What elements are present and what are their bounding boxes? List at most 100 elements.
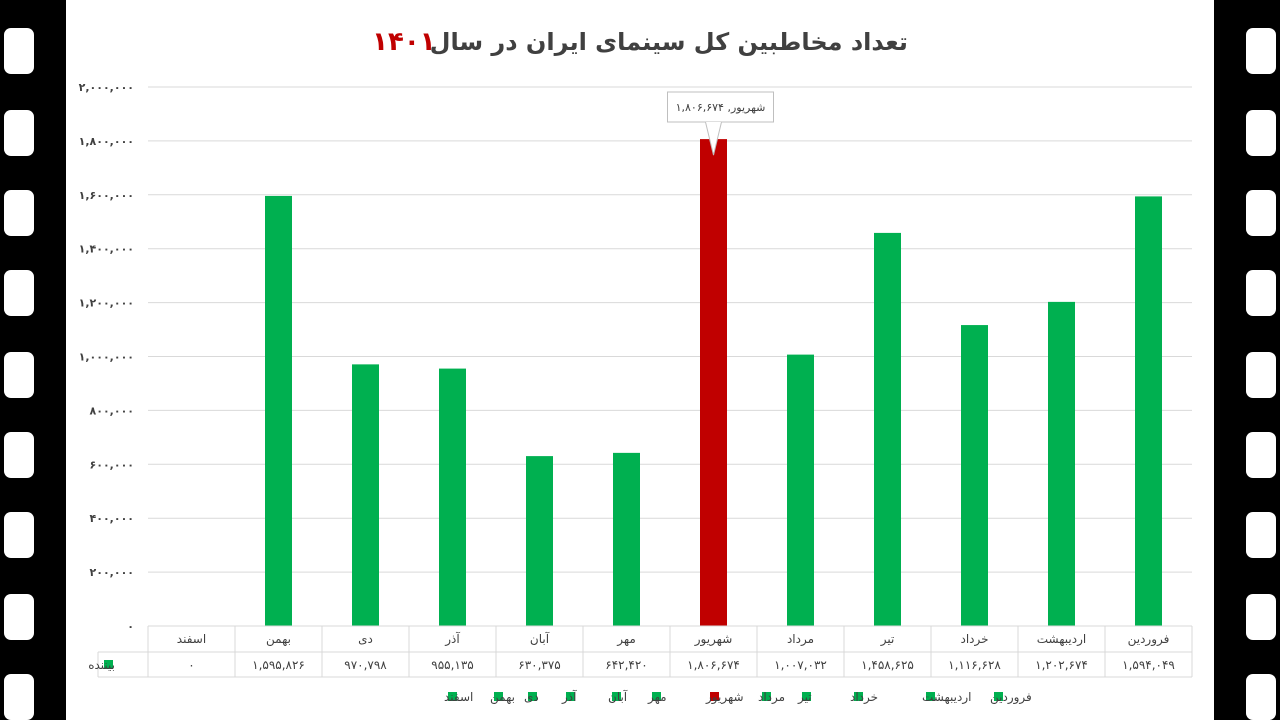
- bar-3: [961, 325, 988, 626]
- film-hole: [4, 270, 34, 316]
- category-label: اسفند: [177, 632, 206, 646]
- film-hole: [4, 352, 34, 398]
- film-hole: [4, 190, 34, 236]
- legend-swatch: [652, 692, 661, 701]
- legend-label: شهریور: [705, 690, 744, 705]
- value-label: ۱,۴۵۸,۶۲۵: [861, 658, 914, 672]
- legend-label: مرداد: [758, 690, 785, 705]
- y-tick-label: ۶۰۰,۰۰۰: [90, 458, 134, 471]
- data-table: فروردین ۱,۵۹۴,۰۴۹ اردیبهشت ۱,۲۰۲,۶۷۴ خرداد ۱,…: [88, 625, 1193, 678]
- value-label: ۱,۸۰۶,۶۷۴: [687, 658, 740, 672]
- value-label: ۱,۲۰۲,۶۷۴: [1035, 658, 1088, 672]
- value-label: ۶۳۰,۳۷۵: [518, 658, 561, 672]
- legend-swatch: [612, 692, 621, 701]
- legend-label: بهمن: [490, 690, 515, 705]
- bars: [265, 139, 1162, 626]
- legend-label: مهر: [647, 690, 667, 705]
- film-hole: [1246, 432, 1276, 478]
- bar-11: [265, 195, 292, 626]
- y-tick-label: ۱,۴۰۰,۰۰۰: [79, 243, 134, 256]
- film-hole: [1246, 512, 1276, 558]
- value-label: ۱,۵۹۴,۰۴۹: [1122, 658, 1175, 672]
- category-label: بهمن: [266, 632, 291, 647]
- bar-6: [700, 139, 727, 626]
- y-tick-label: ۱,۰۰۰,۰۰۰: [79, 351, 134, 364]
- value-label: ۹۷۰,۷۹۸: [344, 658, 387, 672]
- legend-label: خرداد: [850, 690, 878, 705]
- film-strip-right: [1214, 0, 1280, 720]
- bar-8: [526, 456, 553, 626]
- bar-10: [352, 364, 379, 626]
- legend-label: اردیبهشت: [922, 690, 971, 705]
- legend-swatch: [528, 692, 537, 701]
- bar-2: [1048, 301, 1075, 626]
- value-label: ۱,۱۱۶,۶۲۸: [948, 658, 1001, 672]
- chart-panel: تعداد مخاطبین کل سینمای ایران در سال۱۴۰۱…: [66, 0, 1214, 720]
- legend-swatch: [762, 692, 771, 701]
- film-hole: [1246, 594, 1276, 640]
- film-hole: [1246, 110, 1276, 156]
- legend-label: اسفند: [444, 690, 473, 704]
- category-label: آبان: [530, 631, 550, 646]
- film-hole: [4, 432, 34, 478]
- film-hole: [4, 28, 34, 74]
- film-hole: [4, 674, 34, 720]
- legend: فروردین اردیبهشت خرداد تیر مرداد شهریور مهر آبا…: [444, 689, 1032, 705]
- legend-label: فروردین: [990, 690, 1032, 705]
- category-label: مرداد: [787, 632, 814, 647]
- category-label: دی: [358, 632, 373, 646]
- value-label: ۱,۰۰۷,۰۳۲: [774, 658, 827, 672]
- legend-label: آذر: [561, 689, 577, 705]
- legend-swatch: [994, 692, 1003, 701]
- category-label: فروردین: [1128, 632, 1170, 647]
- legend-swatch: [710, 692, 719, 701]
- legend-swatch: [854, 692, 863, 701]
- y-tick-label: ۱,۲۰۰,۰۰۰: [79, 297, 134, 310]
- film-hole: [4, 594, 34, 640]
- callout-box: [667, 91, 774, 123]
- value-label: ۶۴۲,۴۲۰: [605, 658, 648, 672]
- chart-title-text: تعداد مخاطبین کل سینمای ایران در سال: [430, 28, 908, 56]
- chart: تعداد مخاطبین کل سینمای ایران در سال۱۴۰۱…: [79, 27, 1193, 705]
- chart-title: تعداد مخاطبین کل سینمای ایران در سال۱۴۰۱: [372, 27, 908, 57]
- bar-5: [787, 354, 814, 626]
- y-tick-label: ۸۰۰,۰۰۰: [90, 404, 134, 417]
- legend-swatch: [494, 692, 503, 701]
- bar-4: [874, 232, 901, 626]
- callout-label: شهریور, ۱,۸۰۶,۶۷۴: [676, 101, 766, 114]
- y-axis: ۰ ۲۰۰,۰۰۰ ۴۰۰,۰۰۰ ۶۰۰,۰۰۰ ۸۰۰,۰۰۰ ۱,۰۰۰,۰۰۰ ۱,…: [79, 81, 134, 633]
- film-hole: [1246, 190, 1276, 236]
- category-label: اردیبهشت: [1037, 632, 1086, 647]
- series-key: [104, 660, 113, 669]
- value-label: ۰: [188, 658, 194, 672]
- data-callout: شهریور, ۱,۸۰۶,۶۷۴: [667, 91, 774, 156]
- y-tick-label: ۴۰۰,۰۰۰: [90, 512, 134, 525]
- legend-label: دی: [524, 690, 539, 704]
- legend-swatch: [448, 692, 457, 701]
- y-tick-label: ۱,۸۰۰,۰۰۰: [79, 135, 134, 148]
- chart-title-year: ۱۴۰۱: [372, 27, 435, 57]
- y-tick-label: ۰: [127, 620, 134, 633]
- legend-swatch: [802, 692, 811, 701]
- value-label: ۹۵۵,۱۳۵: [431, 658, 474, 672]
- category-label: تیر: [880, 632, 895, 647]
- category-label: مهر: [616, 632, 636, 647]
- film-hole: [1246, 28, 1276, 74]
- legend-label: آبان: [608, 689, 628, 704]
- legend-swatch: [566, 692, 575, 701]
- category-label: آذر: [444, 631, 460, 647]
- film-strip-left: [0, 0, 66, 720]
- y-tick-label: ۲,۰۰۰,۰۰۰: [79, 81, 134, 94]
- y-tick-label: ۲۰۰,۰۰۰: [90, 566, 134, 579]
- bar-7: [613, 452, 640, 626]
- value-label: ۱,۵۹۵,۸۲۶: [252, 658, 305, 672]
- y-tick-label: ۱,۶۰۰,۰۰۰: [79, 189, 134, 202]
- category-label: شهریور: [694, 632, 733, 647]
- callout-tail: [705, 121, 722, 156]
- film-hole: [4, 110, 34, 156]
- gridlines: [148, 86, 1192, 573]
- category-label: خرداد: [960, 632, 988, 647]
- legend-label: تیر: [797, 690, 812, 705]
- bar-9: [439, 368, 466, 626]
- bar-1: [1135, 196, 1162, 626]
